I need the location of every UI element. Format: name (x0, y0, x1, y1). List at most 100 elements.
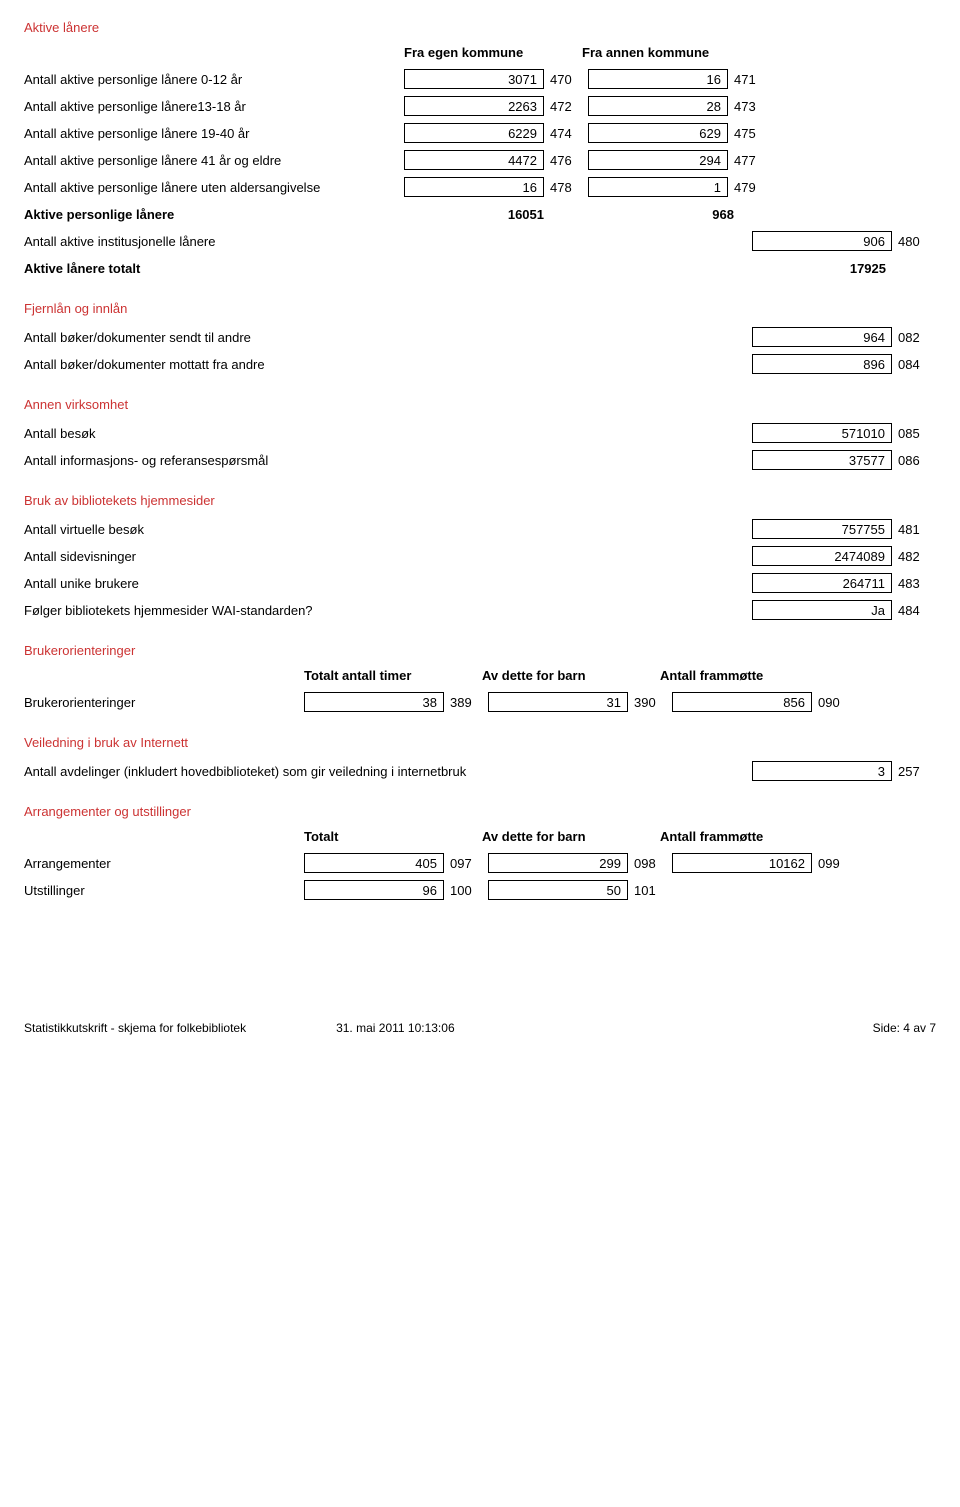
section-arrang-title: Arrangementer og utstillinger (24, 804, 936, 819)
table-row: Arrangementer40509729909810162099 (24, 852, 936, 874)
row-value-1[interactable]: 3071 (404, 69, 544, 89)
table-row: Følger bibliotekets hjemmesider WAI-stan… (24, 599, 936, 621)
row-value[interactable]: 571010 (752, 423, 892, 443)
row-value-2[interactable]: 629 (588, 123, 728, 143)
row-label: Antall besøk (24, 426, 752, 441)
table-row: Antall informasjons- og referansespørsmå… (24, 449, 936, 471)
table-row: Antall sidevisninger2474089482 (24, 545, 936, 567)
row-label: Antall bøker/dokumenter sendt til andre (24, 330, 752, 345)
brukerorient-c1: 389 (444, 695, 488, 710)
institusjonelle-row: Antall aktive institusjonelle lånere 906… (24, 230, 936, 252)
table-row: Antall unike brukere264711483 (24, 572, 936, 594)
row-code-2: 098 (628, 856, 672, 871)
row-label: Antall sidevisninger (24, 549, 752, 564)
row-label: Antall bøker/dokumenter mottatt fra andr… (24, 357, 752, 372)
row-value-2[interactable]: 16 (588, 69, 728, 89)
row-value-2[interactable]: 1 (588, 177, 728, 197)
aktive-personlige-sum-row: Aktive personlige lånere 16051 968 (24, 203, 936, 225)
row-label: Følger bibliotekets hjemmesider WAI-stan… (24, 603, 752, 618)
table-row: Antall virtuelle besøk757755481 (24, 518, 936, 540)
table-row: Antall aktive personlige lånere 19-40 år… (24, 122, 936, 144)
row-label: Utstillinger (24, 883, 304, 898)
section-annen-title: Annen virksomhet (24, 397, 936, 412)
row-code-1: 470 (544, 72, 588, 87)
row-value-1[interactable]: 6229 (404, 123, 544, 143)
col-header-fra-egen: Fra egen kommune (404, 45, 582, 60)
row-value[interactable]: 264711 (752, 573, 892, 593)
brukerorient-c3: 090 (812, 695, 856, 710)
veiledning-row: Antall avdelinger (inkludert hovedbiblio… (24, 760, 936, 782)
row-code-1: 476 (544, 153, 588, 168)
inst-code: 480 (892, 234, 936, 249)
row-label: Antall aktive personlige lånere uten ald… (24, 180, 404, 195)
row-value-1[interactable]: 2263 (404, 96, 544, 116)
footer-right: Side: 4 av 7 (873, 1021, 936, 1035)
row-value[interactable]: 37577 (752, 450, 892, 470)
row-code-3: 099 (812, 856, 856, 871)
row-value[interactable]: 964 (752, 327, 892, 347)
row-code-2: 475 (728, 126, 772, 141)
aktive-lanere-headers: Fra egen kommune Fra annen kommune (24, 45, 936, 60)
section-aktive-lanere-title: Aktive lånere (24, 20, 936, 35)
row-value[interactable]: 2474089 (752, 546, 892, 566)
row-label: Antall virtuelle besøk (24, 522, 752, 537)
veiledning-code: 257 (892, 764, 936, 779)
brukerorient-v3[interactable]: 856 (672, 692, 812, 712)
row-label: Antall aktive personlige lånere13-18 år (24, 99, 404, 114)
row-value[interactable]: Ja (752, 600, 892, 620)
brukerorient-label: Brukerorienteringer (24, 695, 304, 710)
row-value-2[interactable]: 294 (588, 150, 728, 170)
section-bruk-title: Bruk av bibliotekets hjemmesider (24, 493, 936, 508)
row-value-1[interactable]: 16 (404, 177, 544, 197)
row-value-2[interactable]: 50 (488, 880, 628, 900)
row-code-2: 473 (728, 99, 772, 114)
row-value-1[interactable]: 405 (304, 853, 444, 873)
col-header-av-dette-barn-2: Av dette for barn (482, 829, 660, 844)
sum-label: Aktive personlige lånere (24, 207, 404, 222)
inst-label: Antall aktive institusjonelle lånere (24, 234, 752, 249)
table-row: Antall aktive personlige lånere13-18 år2… (24, 95, 936, 117)
brukerorient-v1[interactable]: 38 (304, 692, 444, 712)
brukerorient-row: Brukerorienteringer 38 389 31 390 856 09… (24, 691, 936, 713)
row-code-1: 474 (544, 126, 588, 141)
row-code: 484 (892, 603, 936, 618)
row-code: 483 (892, 576, 936, 591)
row-value-1[interactable]: 96 (304, 880, 444, 900)
table-row: Antall aktive personlige lånere uten ald… (24, 176, 936, 198)
row-code: 084 (892, 357, 936, 372)
table-row: Antall bøker/dokumenter mottatt fra andr… (24, 353, 936, 375)
row-value-2[interactable]: 28 (588, 96, 728, 116)
row-code-1: 100 (444, 883, 488, 898)
footer-mid: 31. mai 2011 10:13:06 (336, 1021, 455, 1035)
table-row: Antall aktive personlige lånere 0-12 år3… (24, 68, 936, 90)
brukerorient-v2[interactable]: 31 (488, 692, 628, 712)
brukerorient-c2: 390 (628, 695, 672, 710)
total-label: Aktive lånere totalt (24, 261, 746, 276)
row-code: 082 (892, 330, 936, 345)
section-brukerorient-title: Brukerorienteringer (24, 643, 936, 658)
row-code: 481 (892, 522, 936, 537)
sum-v1: 16051 (404, 207, 550, 222)
row-code-1: 097 (444, 856, 488, 871)
table-row: Antall aktive personlige lånere 41 år og… (24, 149, 936, 171)
inst-value[interactable]: 906 (752, 231, 892, 251)
total-value: 17925 (746, 261, 892, 276)
row-value-3[interactable]: 10162 (672, 853, 812, 873)
col-header-totalt: Totalt (304, 829, 482, 844)
row-code-2: 479 (728, 180, 772, 195)
veiledning-value[interactable]: 3 (752, 761, 892, 781)
row-value[interactable]: 757755 (752, 519, 892, 539)
row-label: Antall aktive personlige lånere 0-12 år (24, 72, 404, 87)
sum-v2: 968 (594, 207, 740, 222)
row-code: 086 (892, 453, 936, 468)
row-value-1[interactable]: 4472 (404, 150, 544, 170)
row-code-2: 477 (728, 153, 772, 168)
row-code-2: 471 (728, 72, 772, 87)
row-value[interactable]: 896 (752, 354, 892, 374)
col-header-antall-frammotte-2: Antall frammøtte (660, 829, 763, 844)
table-row: Antall besøk571010085 (24, 422, 936, 444)
row-label: Antall aktive personlige lånere 41 år og… (24, 153, 404, 168)
row-value-2[interactable]: 299 (488, 853, 628, 873)
section-veiledning-title: Veiledning i bruk av Internett (24, 735, 936, 750)
row-label: Antall informasjons- og referansespørsmå… (24, 453, 752, 468)
